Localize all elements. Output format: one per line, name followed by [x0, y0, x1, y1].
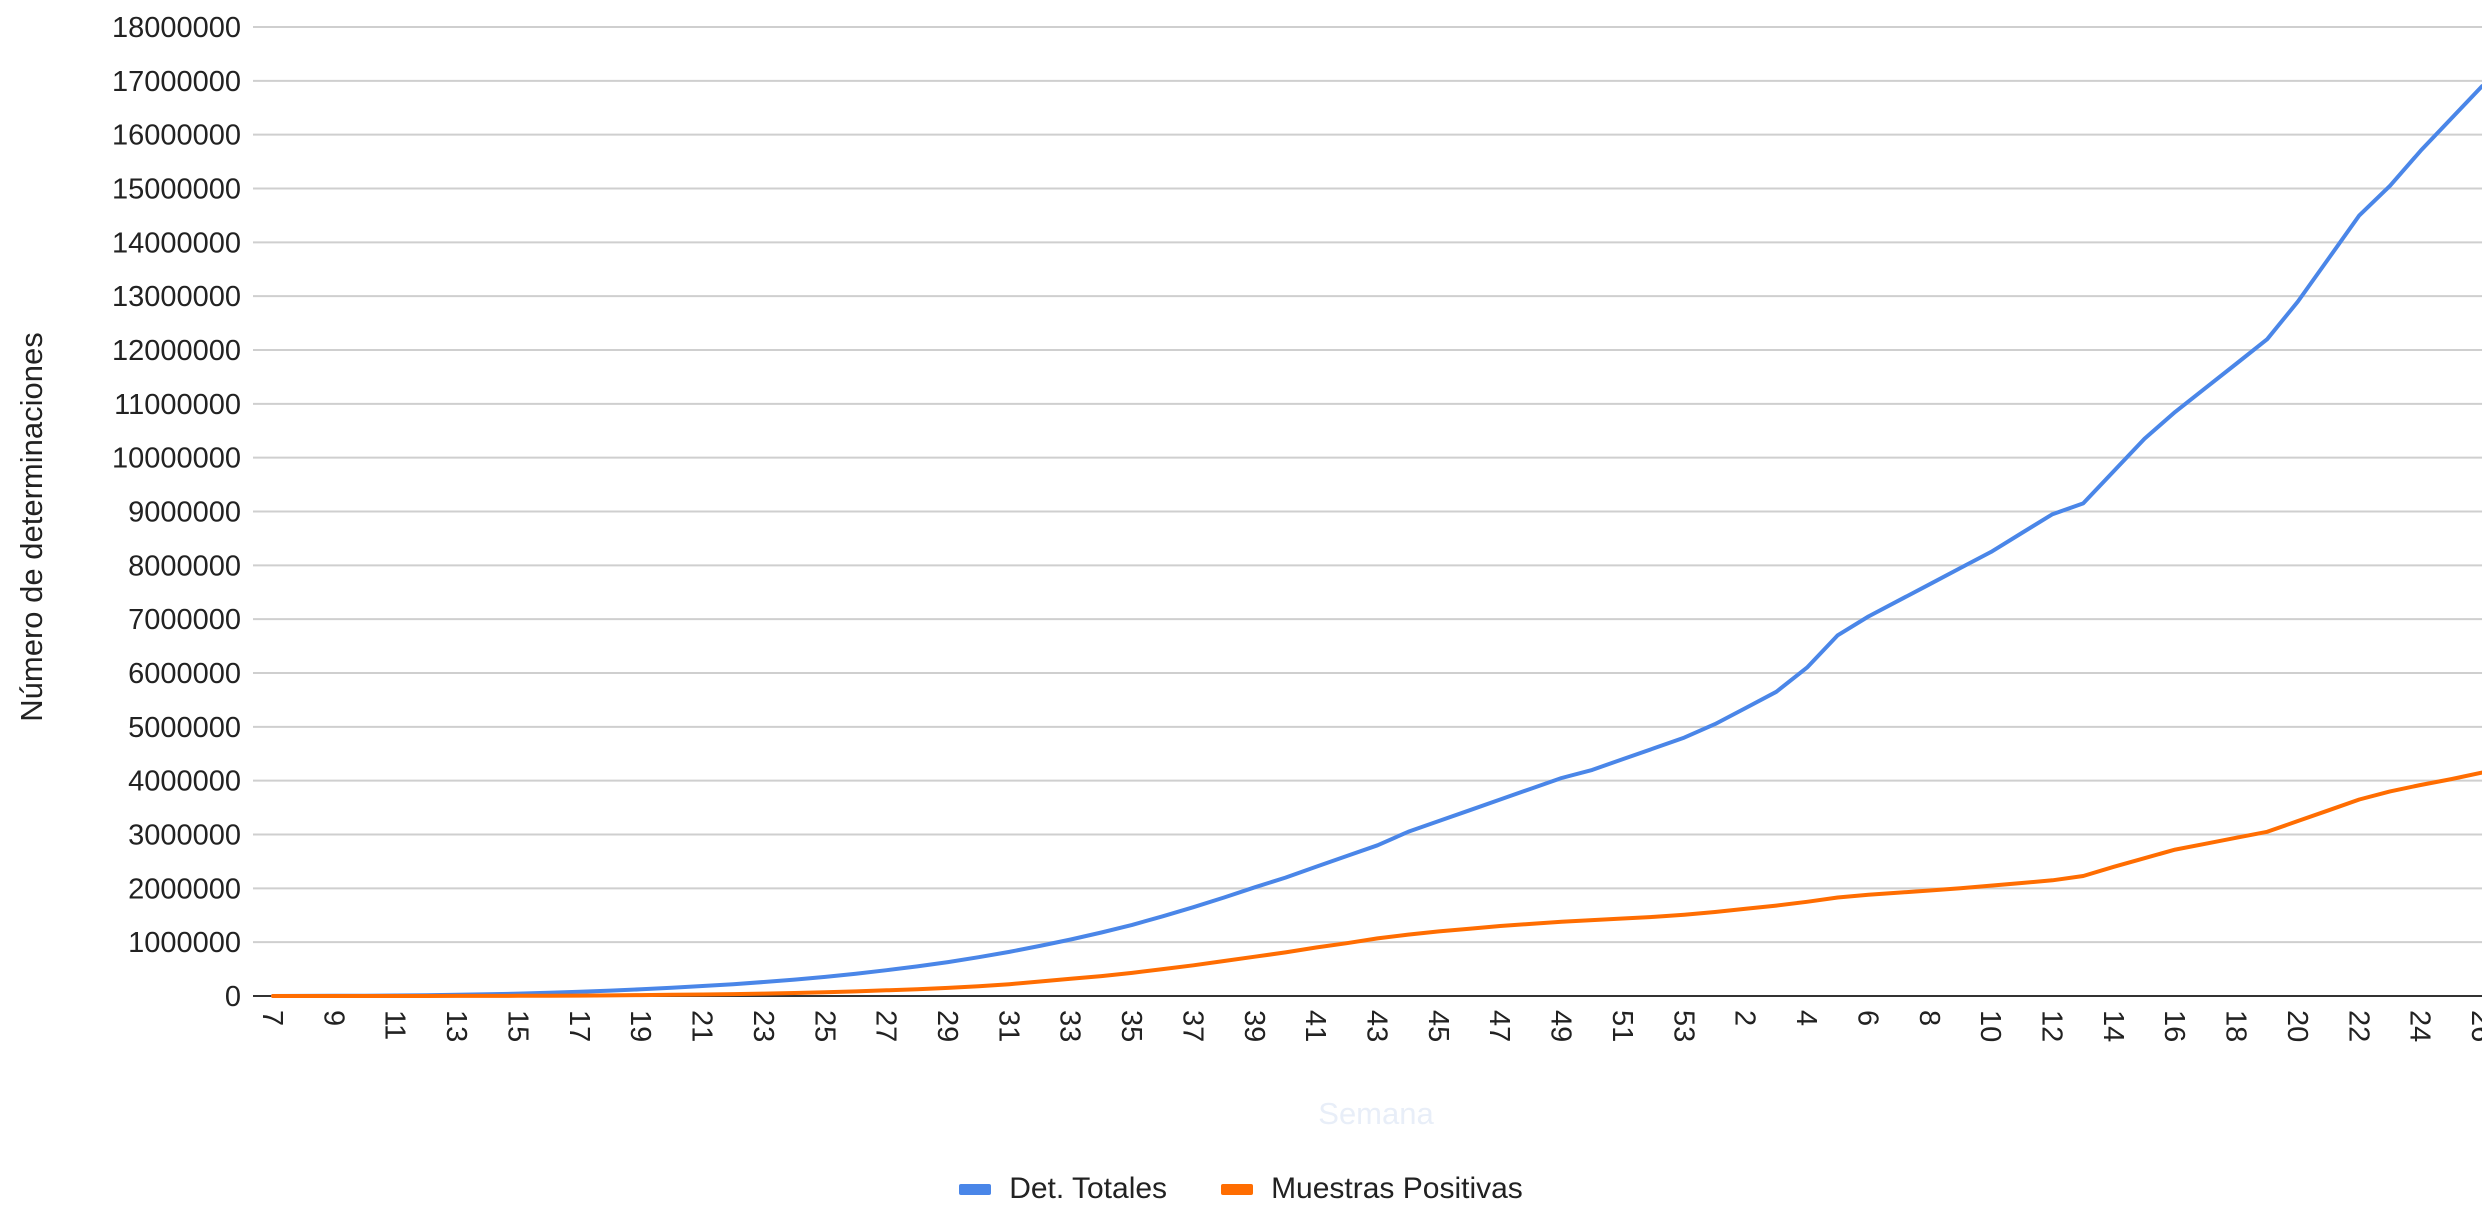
x-tick-label: 47: [1483, 1010, 1515, 1042]
legend-swatch: [1221, 1183, 1254, 1195]
y-tick-labels: 0 1000000 2000000 3000000 4000000 5000000 6000…: [112, 12, 241, 1013]
x-tick-label: 39: [1238, 1010, 1270, 1042]
x-tick-label: 49: [1545, 1010, 1577, 1042]
y-tick-label: 2000000: [128, 873, 241, 905]
x-tick-label: 27: [870, 1010, 902, 1042]
y-tick-label: 14000000: [112, 227, 241, 259]
x-tick-label: 35: [1115, 1010, 1147, 1042]
x-tick-label: 37: [1176, 1010, 1208, 1042]
series-line-muestras-positivas: [271, 770, 2482, 998]
gridlines: [253, 26, 2482, 944]
x-tick-label: 12: [2035, 1010, 2067, 1042]
x-tick-label: 26: [2465, 1010, 2482, 1042]
y-tick-label: 1000000: [128, 927, 241, 959]
x-tick-label: 33: [1054, 1010, 1086, 1042]
legend-label: Det. Totales: [1009, 1172, 1168, 1205]
y-tick-label: 3000000: [128, 820, 241, 852]
x-tick-label: 24: [2404, 1010, 2436, 1042]
x-tick-label: 10: [1974, 1010, 2006, 1042]
y-tick-label: 16000000: [112, 120, 241, 152]
x-tick-label: 25: [808, 1010, 840, 1042]
x-tick-label: 9: [317, 1010, 349, 1026]
x-tick-label: 7: [256, 1010, 288, 1026]
x-tick-label: 20: [2281, 1010, 2313, 1042]
y-axis-title: Número de determinaciones: [14, 332, 49, 721]
x-tick-label: 29: [931, 1010, 963, 1042]
y-tick-label: 9000000: [128, 497, 241, 529]
x-tick-label: 14: [2097, 1010, 2129, 1042]
series-line-det-totales: [271, 84, 2482, 998]
x-tick-label: 17: [563, 1010, 595, 1042]
x-axis-title: Semana: [1318, 1096, 1434, 1131]
legend-item-det-totales[interactable]: Det. Totales: [959, 1172, 1167, 1206]
legend-item-muestras-positivas[interactable]: Muestras Positivas: [1221, 1172, 1523, 1206]
x-tick-label: 21: [686, 1010, 718, 1042]
x-tick-label: 22: [2342, 1010, 2374, 1042]
x-tick-label: 53: [1667, 1010, 1699, 1042]
x-tick-label: 23: [747, 1010, 779, 1042]
y-tick-label: 5000000: [128, 712, 241, 744]
y-tick-label: 6000000: [128, 658, 241, 690]
y-tick-label: 10000000: [112, 443, 241, 475]
y-tick-label: 13000000: [112, 281, 241, 313]
y-tick-label: 12000000: [112, 335, 241, 367]
x-tick-label: 41: [1299, 1010, 1331, 1042]
x-tick-label: 6: [1851, 1010, 1883, 1026]
y-tick-label: 4000000: [128, 766, 241, 798]
y-tick-label: 17000000: [112, 66, 241, 98]
x-tick-label: 19: [624, 1010, 656, 1042]
x-tick-label: 2: [1729, 1010, 1761, 1026]
y-tick-label: 11000000: [114, 389, 241, 421]
y-tick-label: 18000000: [112, 12, 241, 44]
x-tick-label: 15: [501, 1010, 533, 1042]
x-tick-label: 18: [2220, 1010, 2252, 1042]
x-tick-label: 45: [1422, 1010, 1454, 1042]
x-tick-label: 16: [2158, 1010, 2190, 1042]
x-tick-label: 13: [440, 1010, 472, 1042]
series-lines: [271, 84, 2482, 998]
x-tick-label: 4: [1790, 1010, 1822, 1026]
x-tick-label: 8: [1913, 1010, 1945, 1026]
x-tick-labels: 7 9 11 13 15 17 19 21 23 25 27 29 31 33 35 37 39 41 43 45 47…: [256, 1010, 2482, 1042]
x-tick-label: 43: [1361, 1010, 1393, 1042]
x-tick-label: 11: [379, 1010, 411, 1040]
x-tick-label: 51: [1606, 1010, 1638, 1042]
y-tick-label: 0: [225, 981, 241, 1013]
x-tick-label: 31: [992, 1010, 1024, 1042]
legend-label: Muestras Positivas: [1271, 1172, 1523, 1205]
y-tick-label: 8000000: [128, 550, 241, 582]
legend: Det. Totales Muestras Positivas: [0, 1172, 2482, 1206]
y-tick-label: 7000000: [128, 604, 241, 636]
legend-swatch: [959, 1183, 992, 1195]
y-tick-label: 15000000: [112, 174, 241, 206]
